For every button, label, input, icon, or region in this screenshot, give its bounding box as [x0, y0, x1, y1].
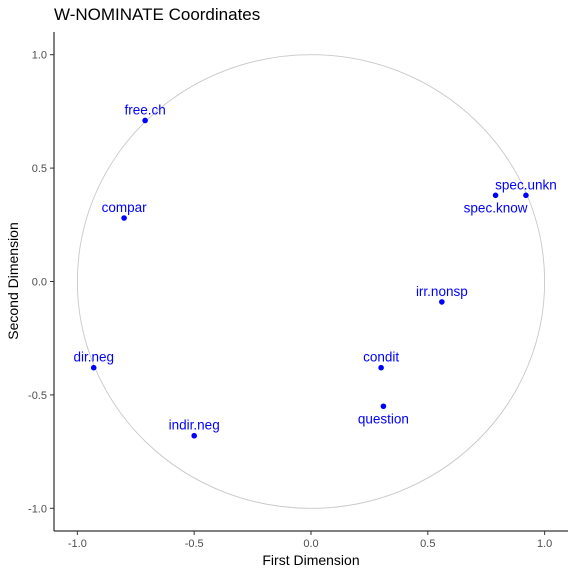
data-point	[121, 215, 127, 221]
point-label: irr.nonsp	[416, 284, 468, 299]
plot-area: free.ch compar dir.neg indir.neg condit quest…	[73, 54, 557, 509]
data-point	[380, 403, 387, 410]
point-label: compar	[102, 200, 148, 215]
point-label: free.ch	[124, 102, 165, 117]
point-label: condit	[363, 350, 399, 365]
y-axis-ticks: -1.0 -0.5 0.0 0.5 1.0	[28, 50, 54, 515]
x-tick-label: -0.5	[185, 538, 204, 550]
x-tick-label: -1.0	[68, 538, 87, 550]
y-tick-label: 0.5	[32, 163, 47, 175]
y-tick-label: -1.0	[28, 503, 47, 515]
point-label: dir.neg	[73, 350, 114, 365]
data-point	[142, 117, 148, 124]
data-point	[439, 299, 445, 305]
point-label: question	[358, 411, 409, 426]
y-tick-label: 1.0	[32, 50, 47, 62]
data-point	[492, 192, 499, 199]
point-label: spec.unkn	[495, 177, 557, 192]
data-point	[378, 364, 384, 371]
y-axis-title: Second Dimension	[5, 222, 21, 340]
point-label: spec.know	[464, 200, 528, 215]
data-point	[523, 192, 529, 199]
y-tick-label: 0.0	[32, 277, 47, 289]
point-label: indir.neg	[169, 418, 220, 433]
data-point	[191, 432, 197, 439]
unit-circle	[76, 54, 546, 509]
x-tick-label: 0.0	[303, 538, 318, 550]
data-point	[90, 364, 97, 371]
x-tick-label: 1.0	[537, 538, 552, 550]
x-axis-title: First Dimension	[262, 552, 359, 568]
x-tick-label: 0.5	[420, 538, 435, 550]
x-axis-ticks: -1.0 -0.5 0.0 0.5 1.0	[68, 531, 552, 550]
chart-title: W-NOMINATE Coordinates	[54, 5, 260, 24]
y-tick-label: -0.5	[28, 390, 47, 402]
